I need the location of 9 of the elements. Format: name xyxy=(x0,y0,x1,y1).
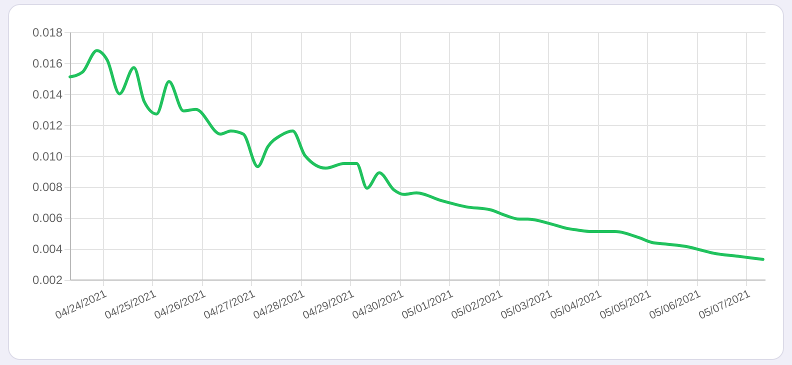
y-tick-label: 0.010 xyxy=(32,149,63,164)
y-tick-label: 0.016 xyxy=(32,56,63,70)
y-tick-label: 0.004 xyxy=(32,242,63,256)
y-tick-label: 0.008 xyxy=(32,180,63,194)
y-tick-label: 0.006 xyxy=(32,211,63,226)
y-tick-label: 0.014 xyxy=(32,87,63,102)
y-tick-label: 0.012 xyxy=(32,118,63,132)
y-tick-label: 0.018 xyxy=(32,26,63,40)
y-tick-label: 0.002 xyxy=(32,273,63,287)
